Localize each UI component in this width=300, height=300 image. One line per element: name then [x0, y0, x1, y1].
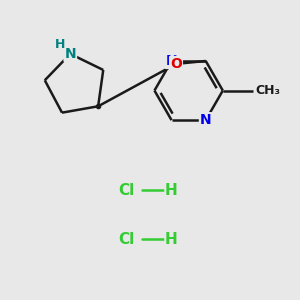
Text: N: N	[64, 47, 76, 61]
Text: CH₃: CH₃	[256, 84, 280, 97]
Text: Cl: Cl	[118, 232, 134, 247]
Text: H: H	[165, 232, 178, 247]
Text: H: H	[55, 38, 65, 51]
Text: Cl: Cl	[118, 183, 134, 198]
Text: O: O	[170, 57, 182, 71]
Text: N: N	[200, 113, 212, 127]
Text: H: H	[165, 183, 178, 198]
Text: N: N	[166, 54, 177, 68]
